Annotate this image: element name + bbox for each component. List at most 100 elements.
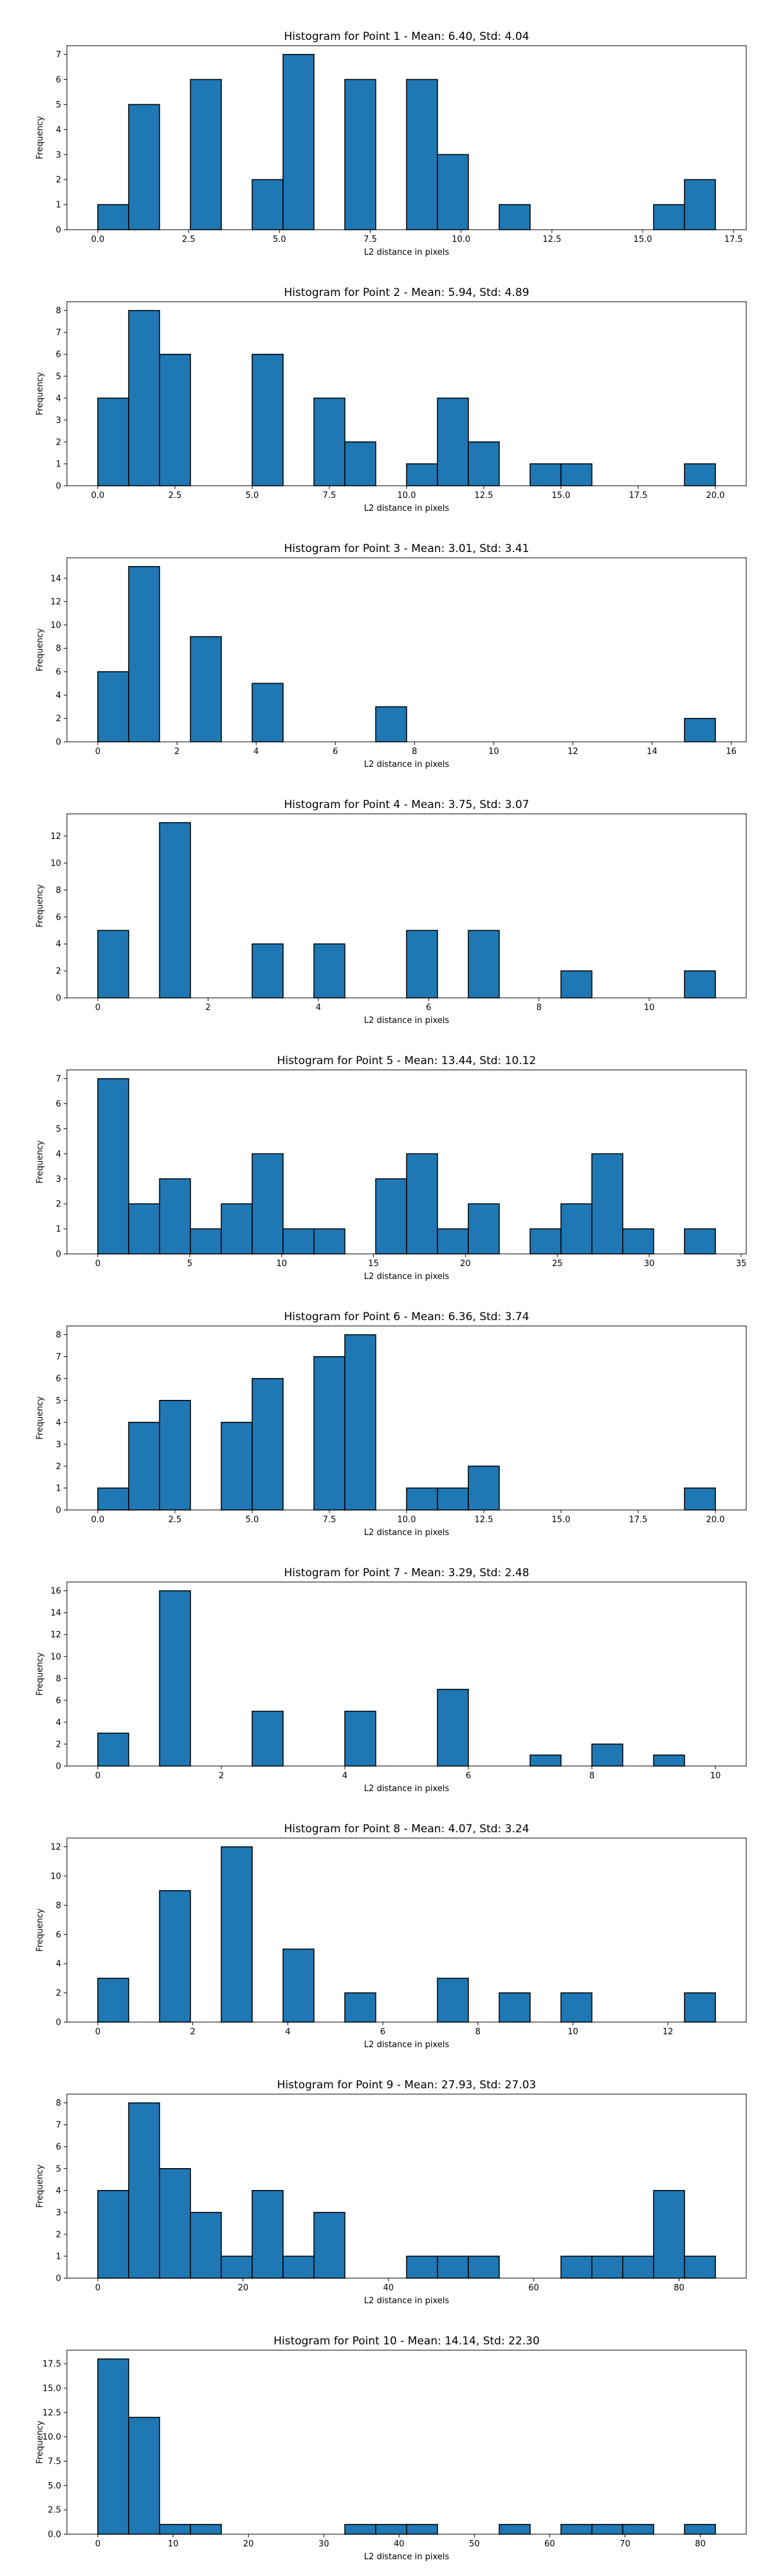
chart-panel-10: 0 10 20 30 40 50 60 70 80 0.0 2.5 5.0 7.5 10.0 12.5 15.… <box>35 2335 747 2562</box>
x-tick-label: 5.0 <box>273 235 286 244</box>
histogram-bar <box>128 1203 160 1255</box>
histogram-bar <box>406 930 438 998</box>
chart-title: Histogram for Point 3 - Mean: 3.01, Std:… <box>284 542 529 555</box>
chart-title: Histogram for Point 8 - Mean: 4.07, Std:… <box>284 1823 529 1835</box>
y-tick-label: 4 <box>56 1960 61 1969</box>
y-tick-label: 7 <box>56 1352 61 1362</box>
x-tick-label: 10 <box>567 2027 578 2037</box>
histogram-bar <box>684 1992 716 2023</box>
histogram-bar <box>560 970 593 998</box>
x-tick-label: 60 <box>528 2283 539 2293</box>
y-tick-label: 2 <box>56 967 61 977</box>
histogram-bar <box>560 2524 593 2535</box>
histogram-bar <box>406 2256 438 2279</box>
x-axis-label: L2 distance in pixels <box>364 1272 450 1282</box>
histogram-bar <box>252 1377 284 1511</box>
histogram-bar <box>344 78 376 230</box>
y-tick-label: 0 <box>56 1506 61 1516</box>
chart-panel-2: 0.0 2.5 5.0 7.5 10.0 12.5 15.0 17.5 20.0 0 1 2 3 4 5 6 7… <box>35 286 747 513</box>
x-tick-label: 0 <box>95 747 100 757</box>
y-tick-label: 3 <box>56 416 61 425</box>
histogram-bar <box>591 1153 623 1255</box>
y-tick-label: 4 <box>56 1718 61 1727</box>
x-tick-label: 15.0 <box>552 1515 571 1525</box>
y-tick-label: 4 <box>56 125 61 135</box>
x-axis-label: L2 distance in pixels <box>364 1784 450 1794</box>
histogram-bar <box>190 2524 222 2535</box>
x-tick-label: 8 <box>537 1003 542 1013</box>
y-tick-label: 1 <box>56 1225 61 1235</box>
x-tick-label: 10.0 <box>452 235 470 244</box>
histogram-bar <box>128 2416 160 2535</box>
y-tick-label: 2 <box>56 437 61 447</box>
x-tick-label: 30 <box>644 1259 655 1269</box>
histogram-bar <box>159 2168 191 2279</box>
y-axis-label: Frequency <box>35 2420 45 2463</box>
histogram-bar <box>622 2524 654 2535</box>
histogram-bar <box>97 930 129 998</box>
histogram-bar <box>97 204 129 230</box>
histogram-bar <box>221 1422 253 1511</box>
histogram-bar <box>221 1203 253 1255</box>
histogram-bar <box>468 2256 500 2279</box>
x-tick-label: 25 <box>552 1259 563 1269</box>
x-tick-label: 12 <box>567 747 578 757</box>
histogram-bar <box>221 2256 253 2279</box>
histogram-bar <box>406 1153 438 1255</box>
histogram-bar <box>128 104 160 230</box>
histogram-bar <box>684 970 716 998</box>
y-tick-label: 6 <box>56 668 61 677</box>
y-tick-label: 8 <box>56 644 61 654</box>
x-tick-label: 80 <box>674 2283 685 2293</box>
histogram-bar <box>159 1590 191 1767</box>
chart-title: Histogram for Point 4 - Mean: 3.75, Std:… <box>284 798 529 811</box>
chart-title: Histogram for Point 6 - Mean: 6.36, Std:… <box>284 1311 529 1323</box>
histogram-bar <box>159 1890 191 2023</box>
y-tick-label: 2 <box>56 1462 61 1471</box>
histogram-bar <box>159 353 191 486</box>
x-tick-label: 15.0 <box>634 235 652 244</box>
x-tick-label: 2.5 <box>169 491 182 501</box>
histogram-bar <box>282 2256 315 2279</box>
histogram-bar <box>468 930 500 998</box>
axes-frame <box>66 45 747 230</box>
histogram-bar <box>313 943 345 998</box>
histogram-bar <box>97 2358 129 2535</box>
histogram-bar <box>529 1754 562 1767</box>
y-axis-label: Frequency <box>35 116 45 159</box>
y-tick-label: 0 <box>56 1250 61 1260</box>
histogram-bar <box>406 78 438 230</box>
y-tick-label: 2 <box>56 1740 61 1749</box>
histogram-bar <box>406 2524 438 2535</box>
y-tick-label: 4 <box>56 1150 61 1159</box>
x-tick-label: 50 <box>469 2539 480 2549</box>
x-tick-label: 0 <box>95 1259 100 1269</box>
x-axis-label: L2 distance in pixels <box>364 1016 450 1026</box>
y-tick-label: 10 <box>50 859 61 869</box>
histogram-bar <box>591 2256 623 2279</box>
chart-panel-8: 0 2 4 6 8 10 12 0 2 4 6 8 10 12 Histogram for Point 8 … <box>35 1823 747 2050</box>
y-tick-label: 10 <box>50 621 61 630</box>
x-tick-label: 2 <box>190 2027 196 2037</box>
histogram-bar <box>529 463 562 486</box>
y-tick-label: 6 <box>56 2142 61 2152</box>
histogram-bar <box>684 463 716 486</box>
histogram-bar <box>684 2524 716 2535</box>
histogram-bar <box>560 1203 593 1255</box>
histogram-bar <box>375 706 407 742</box>
y-axis-label: Frequency <box>35 884 45 927</box>
histogram-bar <box>190 78 222 230</box>
y-tick-label: 2 <box>56 714 61 724</box>
y-tick-label: 2.5 <box>48 2506 61 2516</box>
x-tick-label: 15 <box>368 1259 379 1269</box>
x-tick-label: 40 <box>394 2539 405 2549</box>
chart-title: Histogram for Point 9 - Mean: 27.93, Std… <box>277 2079 537 2092</box>
y-tick-label: 12 <box>50 1843 61 1852</box>
histogram-bar <box>190 1228 222 1255</box>
x-tick-label: 80 <box>695 2539 706 2549</box>
histogram-bar <box>128 309 160 486</box>
histogram-bar <box>128 1422 160 1511</box>
y-tick-label: 10.0 <box>42 2433 61 2442</box>
x-tick-label: 15.0 <box>552 491 571 501</box>
